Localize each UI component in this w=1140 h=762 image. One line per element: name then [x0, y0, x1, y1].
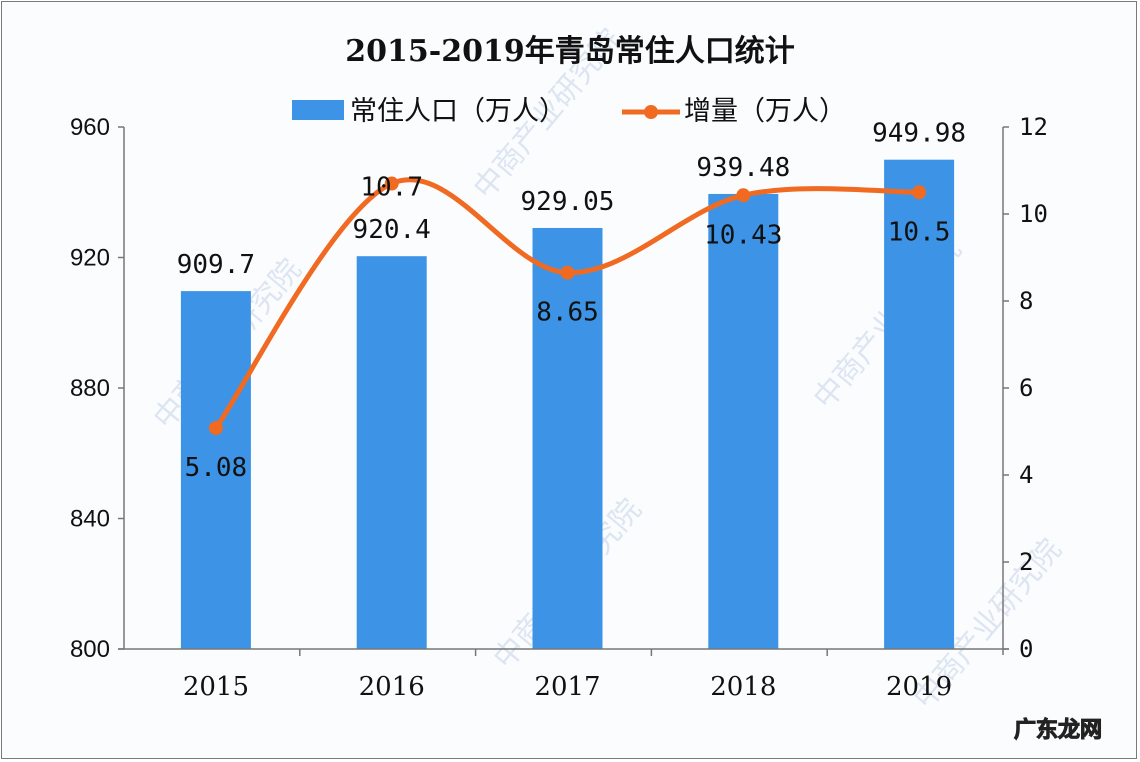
chart-title: 2015-2019年青岛常住人口统计	[345, 34, 795, 69]
line-value-label: 5.08	[185, 453, 248, 483]
legend-bar-swatch	[292, 100, 344, 120]
line-marker-2016	[384, 176, 399, 191]
line-marker-2018	[736, 188, 751, 203]
bar-value-label: 939.48	[696, 153, 790, 183]
x-tick-label: 2016	[359, 672, 425, 702]
x-tick-label: 2018	[710, 672, 776, 702]
right-tick-label: 8	[1019, 287, 1033, 315]
right-tick-label: 6	[1019, 374, 1033, 402]
bar-2017	[532, 227, 603, 650]
bar-value-label: 929.05	[521, 187, 615, 217]
right-tick-label: 4	[1019, 461, 1033, 489]
right-tick-label: 2	[1019, 548, 1033, 576]
line-value-label: 10.5	[888, 217, 951, 247]
line-marker-2017	[560, 265, 575, 280]
line-marker-2019	[912, 185, 927, 200]
bar-2016	[356, 256, 427, 649]
x-tick-label: 2017	[534, 672, 600, 702]
line-marker-2015	[208, 421, 223, 436]
x-tick-label: 2015	[183, 672, 249, 702]
right-tick-label: 10	[1019, 200, 1048, 228]
left-tick-label: 840	[70, 506, 110, 533]
bar-value-label: 949.98	[872, 119, 966, 149]
left-tick-label: 960	[70, 114, 110, 141]
bar-2015	[180, 291, 251, 649]
legend-line-swatch	[644, 105, 658, 119]
credit-label: 广东龙网	[1013, 718, 1102, 744]
line-value-label: 10.7	[360, 173, 423, 203]
bar-2018	[708, 193, 779, 649]
increase-line	[213, 177, 920, 430]
legend-line-label: 增量（万人）	[684, 96, 846, 127]
x-tick-label: 2019	[886, 672, 952, 702]
bar-2019	[884, 159, 955, 649]
line-value-label: 8.65	[536, 298, 599, 328]
bar-value-label: 920.4	[353, 215, 431, 245]
right-tick-label: 12	[1019, 113, 1048, 141]
legend-bar-label: 常住人口（万人）	[350, 96, 566, 127]
left-tick-label: 880	[70, 375, 110, 402]
line-value-label: 10.43	[704, 220, 782, 250]
right-tick-label: 0	[1019, 635, 1033, 663]
left-tick-label: 800	[70, 636, 110, 663]
bar-value-label: 909.7	[177, 250, 255, 280]
left-tick-label: 920	[70, 245, 110, 272]
